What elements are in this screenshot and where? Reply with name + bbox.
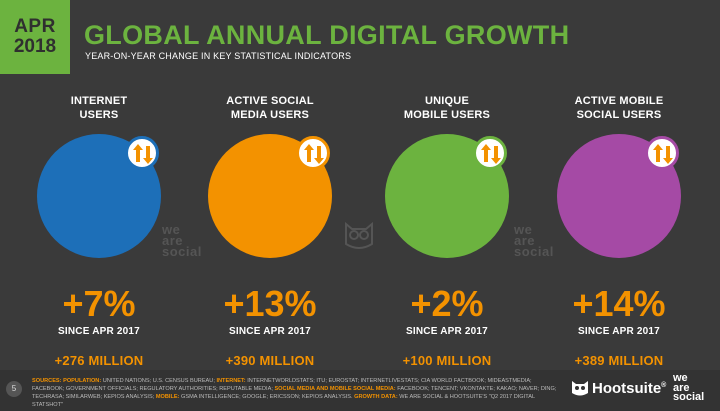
- stat-mobile-social-users: ACTIVE MOBILE SOCIAL USERS +14% SINCE APR…: [534, 94, 704, 368]
- stat-absolute: +100 MILLION: [402, 353, 492, 368]
- hootsuite-logo: Hootsuite®: [592, 380, 667, 397]
- stat-absolute: +390 MILLION: [225, 353, 315, 368]
- hootsuite-owl-icon: [572, 381, 588, 396]
- growth-arrows-icon: [645, 136, 679, 170]
- stat-internet-users: INTERNET USERS +7% SINCE APR 2017 +276 MI…: [14, 94, 184, 368]
- watermark-we-are-social: we are social: [162, 222, 202, 259]
- stat-absolute: +276 MILLION: [54, 353, 144, 368]
- date-year: 2018: [13, 36, 57, 57]
- stat-mobile-users: UNIQUE MOBILE USERS +2% SINCE APR 2017 +1…: [362, 94, 532, 368]
- stat-since: SINCE APR 2017: [229, 326, 311, 337]
- footer-bar: [0, 370, 720, 411]
- growth-arrows-icon: [473, 136, 507, 170]
- we-are-social-logo: we are social: [673, 372, 705, 403]
- stat-circle: [557, 134, 681, 258]
- watermark-we-are-social: we are social: [514, 222, 554, 259]
- stat-circle: [37, 134, 161, 258]
- page-number: 5: [6, 381, 22, 397]
- stat-change: +2%: [410, 283, 484, 324]
- growth-arrows-icon: [296, 136, 330, 170]
- stat-social-media-users: ACTIVE SOCIAL MEDIA USERS +13% SINCE APR …: [185, 94, 355, 368]
- sources-text: SOURCES: POPULATION: UNITED NATIONS; U.S…: [32, 378, 557, 408]
- stat-change: +14%: [572, 283, 666, 324]
- stat-change: +7%: [62, 283, 136, 324]
- stat-label: ACTIVE SOCIAL MEDIA USERS: [226, 95, 314, 121]
- stat-label: ACTIVE MOBILE SOCIAL USERS: [574, 95, 664, 121]
- stat-since: SINCE APR 2017: [578, 326, 660, 337]
- stat-circle: [385, 134, 509, 258]
- growth-arrows-icon: [125, 136, 159, 170]
- owl-watermark-icon: [345, 221, 373, 249]
- stat-label: UNIQUE MOBILE USERS: [403, 95, 491, 121]
- stat-since: SINCE APR 2017: [406, 326, 488, 337]
- stat-change: +13%: [223, 283, 317, 324]
- page-subtitle: YEAR-ON-YEAR CHANGE IN KEY STATISTICAL I…: [85, 51, 352, 61]
- stat-circle: [208, 134, 332, 258]
- stat-absolute: +389 MILLION: [574, 353, 664, 368]
- date-badge: APR 2018: [0, 0, 70, 74]
- stat-since: SINCE APR 2017: [58, 326, 140, 337]
- page-title: GLOBAL ANNUAL DIGITAL GROWTH: [84, 20, 570, 50]
- date-month: APR: [14, 16, 56, 38]
- stat-label: INTERNET USERS: [70, 95, 128, 121]
